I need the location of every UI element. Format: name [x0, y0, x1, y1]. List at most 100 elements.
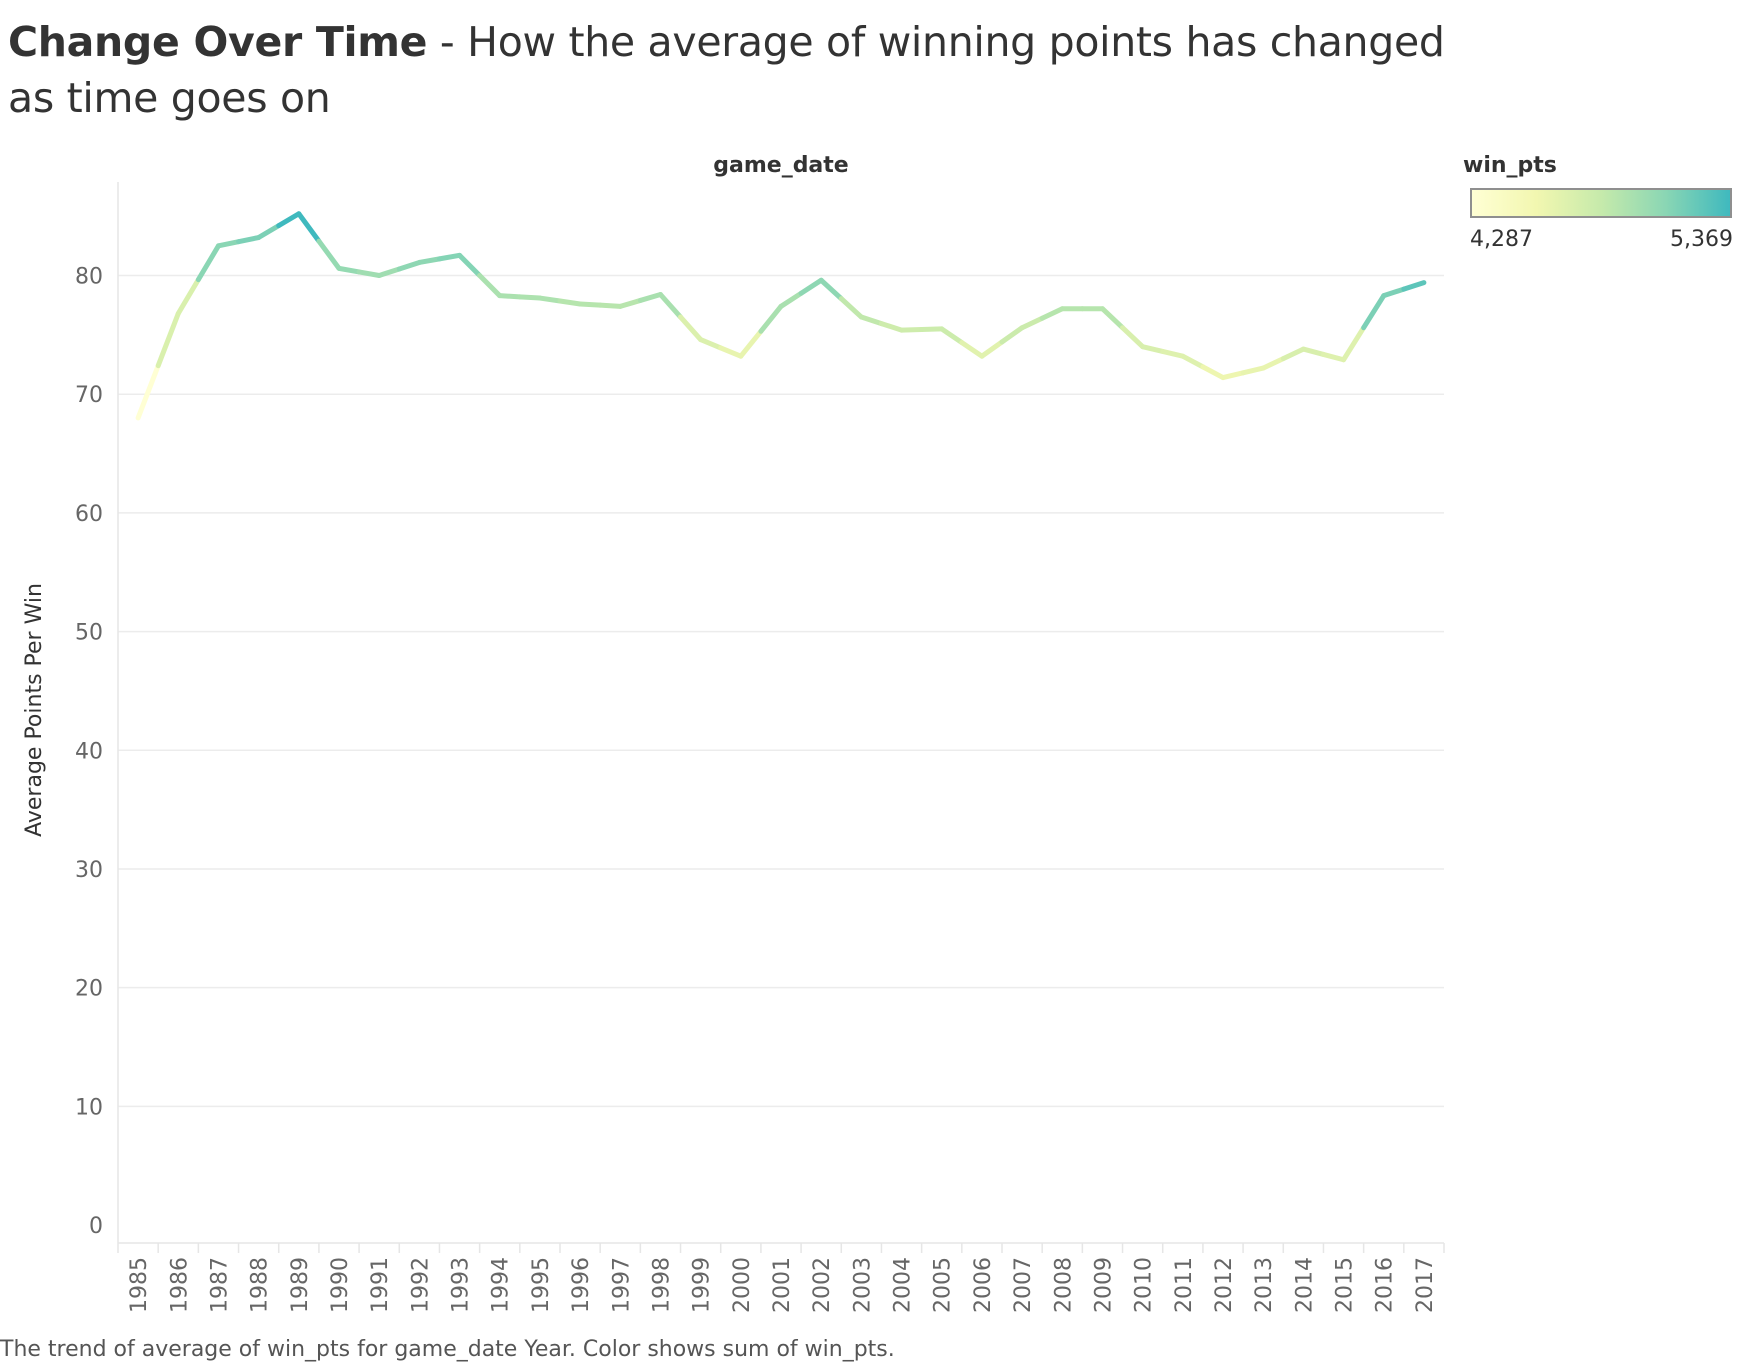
line-segment[interactable] — [919, 326, 945, 333]
line-segment[interactable] — [818, 277, 844, 302]
line-segment[interactable] — [1019, 315, 1045, 331]
line-segment[interactable] — [316, 238, 342, 271]
x-tick-label: 1986 — [167, 1257, 192, 1313]
line-segment[interactable] — [175, 277, 201, 316]
line-segment[interactable] — [878, 321, 905, 333]
line-segment[interactable] — [1381, 286, 1407, 299]
x-tick-label: 2008 — [1051, 1257, 1076, 1313]
line-segment[interactable] — [718, 345, 744, 359]
x-tick-label: 1989 — [288, 1257, 313, 1313]
line-segment[interactable] — [1401, 280, 1427, 292]
x-tick-label: 2009 — [1091, 1257, 1116, 1313]
legend-title: win_pts — [1463, 153, 1557, 178]
line-segment[interactable] — [738, 328, 764, 359]
line-segment[interactable] — [336, 265, 362, 275]
line-segment[interactable] — [678, 314, 704, 343]
line-segment[interactable] — [1140, 344, 1166, 354]
x-tick-label: 2000 — [730, 1257, 755, 1313]
x-tick-label: 1997 — [609, 1257, 634, 1313]
line-segment[interactable] — [215, 239, 242, 249]
x-tick-label: 1987 — [207, 1257, 232, 1313]
line-segment[interactable] — [477, 273, 503, 299]
line-segment[interactable] — [1361, 293, 1387, 331]
gridlines — [118, 274, 1444, 1108]
x-tick-label: 1999 — [690, 1257, 715, 1313]
line-segment[interactable] — [1120, 325, 1146, 350]
line-segment[interactable] — [1280, 346, 1306, 362]
x-tick-label: 2014 — [1292, 1257, 1317, 1313]
line-segment[interactable] — [256, 223, 282, 241]
line-segment[interactable] — [1240, 365, 1266, 376]
chart-title-bold: Change Over Time — [8, 18, 428, 66]
line-segment[interactable] — [296, 211, 322, 244]
line-segment[interactable] — [1180, 353, 1206, 370]
x-tick-label: 2013 — [1252, 1257, 1277, 1313]
line-segment[interactable] — [1200, 364, 1226, 381]
line-segment[interactable] — [617, 297, 643, 309]
y-tick-label: 40 — [75, 739, 103, 764]
x-tick-label: 1994 — [489, 1257, 514, 1313]
line-segment[interactable] — [1300, 346, 1326, 357]
line-segment[interactable] — [457, 252, 483, 278]
line-segment[interactable] — [858, 314, 884, 327]
x-tick-label: 1990 — [328, 1257, 353, 1313]
line-segment[interactable] — [557, 298, 583, 307]
x-tick-label: 1993 — [449, 1257, 474, 1313]
y-axis-title: Average Points Per Win — [22, 583, 47, 837]
line-segment[interactable] — [135, 363, 161, 421]
line-segment[interactable] — [899, 327, 925, 333]
line-segment[interactable] — [698, 337, 724, 351]
line-segment[interactable] — [236, 235, 262, 245]
y-tick-label: 20 — [75, 977, 103, 1002]
line-segment[interactable] — [276, 211, 302, 229]
line-segment[interactable] — [577, 301, 603, 308]
line-segment[interactable] — [1039, 306, 1065, 321]
line-segment[interactable] — [758, 303, 784, 334]
line-segment[interactable] — [376, 266, 402, 278]
line-segment[interactable] — [396, 259, 422, 272]
line-segment[interactable] — [436, 252, 463, 262]
y-tick-label: 30 — [75, 858, 103, 883]
line-segment[interactable] — [637, 291, 663, 303]
x-tick-label: 1996 — [569, 1257, 594, 1313]
x-tick-label: 2007 — [1011, 1257, 1036, 1313]
line-segment[interactable] — [416, 256, 442, 265]
line-segment[interactable] — [356, 269, 382, 278]
x-axis-title: game_date — [713, 153, 848, 178]
x-tick-label: 2015 — [1333, 1257, 1358, 1313]
line-segment[interactable] — [1160, 348, 1186, 359]
line-segment[interactable] — [597, 302, 623, 309]
line-segment[interactable] — [517, 294, 543, 301]
line-segment[interactable] — [497, 293, 523, 300]
legend-max-label: 5,369 — [1670, 227, 1733, 252]
line-segment[interactable] — [939, 326, 965, 346]
x-tick-label: 2004 — [891, 1257, 916, 1313]
y-tick-label: 0 — [89, 1214, 103, 1239]
line-segment[interactable] — [778, 290, 804, 309]
x-tick-label: 2010 — [1132, 1257, 1157, 1313]
line-segment[interactable] — [999, 325, 1025, 345]
line-segment[interactable] — [537, 295, 563, 304]
x-tick-label: 1992 — [408, 1257, 433, 1313]
chart-title: Change Over Time - How the average of wi… — [8, 14, 1448, 126]
x-tick-label: 1998 — [649, 1257, 674, 1313]
line-segment[interactable] — [1099, 306, 1126, 331]
x-tick-label: 1988 — [248, 1257, 273, 1313]
line-segment[interactable] — [1220, 370, 1246, 381]
x-tick-label: 2005 — [931, 1257, 956, 1313]
line-segment[interactable] — [979, 339, 1005, 359]
line-segment[interactable] — [155, 310, 181, 369]
line-segment[interactable] — [1320, 351, 1347, 363]
line-segment[interactable] — [1260, 356, 1286, 371]
legend-min-label: 4,287 — [1470, 227, 1533, 252]
line-segment[interactable] — [838, 296, 864, 320]
line-segment[interactable] — [1341, 325, 1367, 363]
y-tick-label: 60 — [75, 502, 103, 527]
line-segment[interactable] — [657, 291, 684, 320]
line-segment[interactable] — [195, 243, 221, 283]
line-segment[interactable] — [959, 340, 985, 359]
x-tick-label: 2011 — [1172, 1257, 1197, 1313]
x-tick-label: 2012 — [1212, 1257, 1237, 1313]
line-segment[interactable] — [798, 277, 824, 296]
